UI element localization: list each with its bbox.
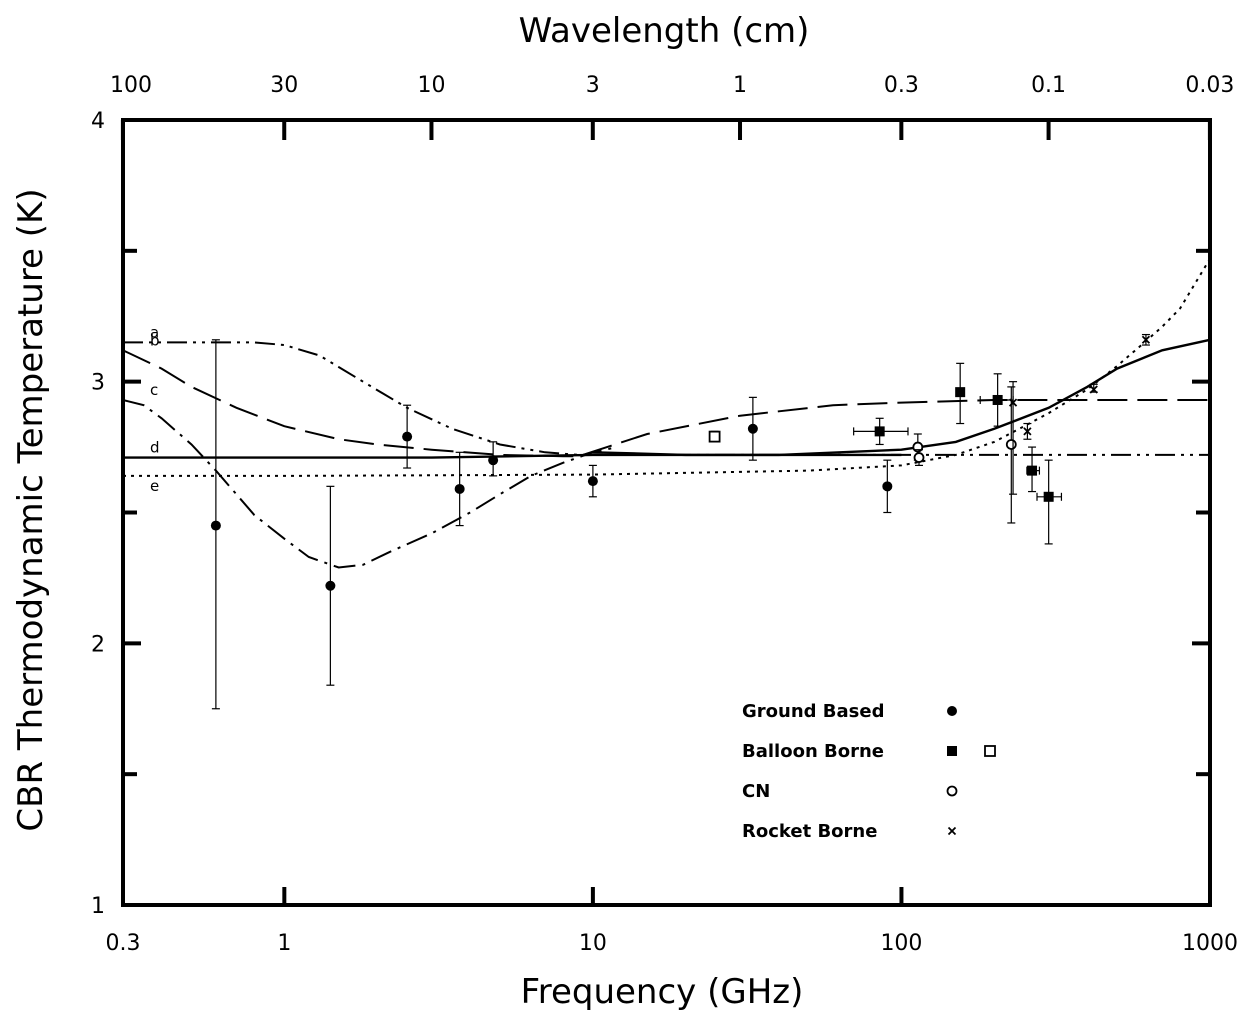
x2-tick-label: 0.03 [1185,73,1234,98]
curve-e [123,258,1211,477]
x-tick-label: 100 [880,931,922,956]
plot-border [121,118,1212,907]
x-axis-title: Frequency (GHz) [521,972,804,1012]
data-points [210,333,1151,710]
marker-filled-circle [947,706,957,716]
curve-d [123,453,902,459]
x-tick-label: 1 [277,931,291,956]
legend-label: Balloon Borne [742,741,884,762]
curve-label-b: b [150,331,160,349]
x2-tick-label: 0.1 [1031,73,1066,98]
data-point [1008,381,1018,495]
legend: Ground Based Balloon Borne CN Rocket Borne [742,701,996,842]
x-tick-label: 10 [579,931,607,956]
marker-open-square [708,430,721,443]
legend-label: Rocket Borne [742,821,877,842]
marker-filled-circle [210,520,221,531]
data-point [1141,333,1151,346]
marker-filled-square [947,746,957,756]
marker-filled-circle [882,481,893,492]
curve-c [122,399,618,569]
marker-filled-circle [402,431,413,442]
marker-cross [947,826,957,836]
curve-solid-high-freq [592,338,1211,457]
data-point [402,404,413,469]
curve-label-c: c [150,381,158,399]
curve-label-d: d [150,439,160,457]
data-point [913,449,925,466]
curve-labels: ab c d e [150,323,160,494]
x-tick-label: 0.3 [106,931,141,956]
data-point [1023,422,1032,440]
x2-axis-title: Wavelength (cm) [519,11,810,51]
curve-label-e: e [150,477,159,495]
plot-frame [121,118,1212,907]
x2-tick-label: 30 [270,73,298,98]
data-point [325,485,336,686]
marker-filled-circle [747,423,758,434]
data-point [587,464,598,498]
marker-filled-circle [587,476,598,487]
data-point [853,417,909,446]
legend-label: Ground Based [742,701,884,722]
model-curves [122,258,1211,569]
x2-tick-label: 100 [110,73,152,98]
marker-filled-circle [488,455,499,466]
x-tick-label: 1000 [1182,931,1238,956]
x2-tick-label: 3 [586,73,600,98]
data-point [1036,459,1063,545]
marker-open-square [984,745,996,757]
curve-b [122,349,1210,458]
y-tick-label: 2 [91,632,105,657]
curve-a [123,341,1210,456]
marker-cross [1141,335,1151,344]
axis-ticks [120,118,1212,907]
data-point [488,441,499,477]
marker-cross [1089,385,1098,394]
y-axis-title: CBR Thermodynamic Temperature (K) [11,188,51,831]
x2-tick-label: 10 [417,73,445,98]
data-point [979,373,1014,427]
data-point [1089,383,1098,394]
marker-open-circle [1005,439,1017,450]
marker-filled-circle [325,580,336,591]
marker-filled-circle [454,483,465,494]
data-point [1026,446,1041,493]
marker-open-circle [913,452,925,463]
y-tick-label: 1 [91,894,105,919]
marker-filled-square [955,387,966,398]
curve-label-a: a [150,323,159,341]
y-tick-label: 4 [91,109,105,134]
x2-tick-label: 0.3 [884,73,919,98]
data-point [708,430,721,443]
data-point [454,451,465,527]
marker-cross [1023,427,1032,436]
data-point [747,396,758,461]
marker-cross [1008,398,1018,407]
y-tick-label: 3 [91,371,105,396]
marker-filled-square [992,394,1003,405]
marker-filled-square [874,426,885,437]
marker-open-circle [946,785,958,797]
marker-filled-square [1027,465,1038,476]
legend-label: CN [742,781,770,802]
data-point [955,362,966,425]
data-point [882,459,893,514]
marker-filled-square [1043,491,1054,502]
data-point [210,339,221,710]
x2-tick-label: 1 [733,73,747,98]
data-point [1005,386,1017,524]
